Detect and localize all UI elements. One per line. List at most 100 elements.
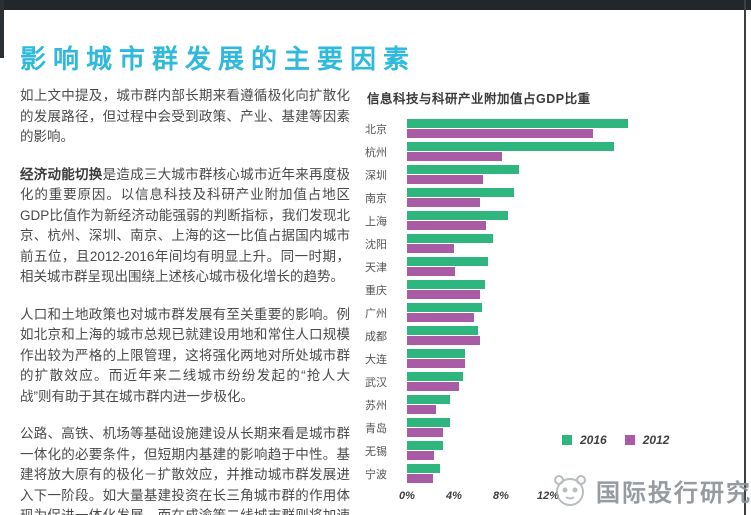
paragraph-text: 人口和土地政策也对城市群发展有至关重要的影响。例如北京和上海的城市总规已就建设用… xyxy=(20,306,350,404)
chart-row: 南京 xyxy=(365,186,743,209)
chart-row: 深圳 xyxy=(365,163,743,186)
category-label: 宁波 xyxy=(365,468,387,481)
bar-2012 xyxy=(407,451,435,460)
bar-2012 xyxy=(407,175,484,184)
bar-2016 xyxy=(407,211,509,220)
bar-group xyxy=(407,395,642,414)
page-title: 影响城市群发展的主要因素 xyxy=(20,44,417,75)
bar-group xyxy=(407,257,642,276)
bar-2012 xyxy=(407,405,437,414)
category-label: 天津 xyxy=(365,261,387,274)
bar-group xyxy=(407,372,642,391)
legend-item-2012: 2012 xyxy=(624,433,670,447)
bar-2016 xyxy=(407,257,489,266)
chart-legend: 2016 2012 xyxy=(562,433,669,447)
category-label: 青岛 xyxy=(365,422,387,435)
bar-2012 xyxy=(407,290,480,299)
paragraph: 如上文中提及，城市群内部长期来看遵循极化向扩散化的发展路径，但过程中会受到政策、… xyxy=(20,86,350,148)
chart-row: 重庆 xyxy=(365,278,743,301)
bar-group xyxy=(407,188,642,207)
chart-row: 苏州 xyxy=(365,393,743,416)
bar-2012 xyxy=(407,313,474,322)
x-axis-tick: 0% xyxy=(399,490,415,502)
bar-2016 xyxy=(407,165,519,174)
chart-row: 上海 xyxy=(365,209,743,232)
x-axis: 0% 4% 8% 12% xyxy=(399,490,642,505)
bar-2012 xyxy=(407,221,486,230)
top-black-bar xyxy=(0,0,751,10)
watermark: 国际投行研究报告 xyxy=(548,470,751,510)
paragraph-text: 如上文中提及，城市群内部长期来看遵循极化向扩散化的发展路径，但过程中会受到政策、… xyxy=(20,88,350,145)
chart-row: 天津 xyxy=(365,255,743,278)
legend-label-2012: 2012 xyxy=(642,433,670,447)
chart-row: 宁波 xyxy=(365,462,743,485)
x-axis-tick: 4% xyxy=(446,490,462,502)
chart-row: 武汉 xyxy=(365,370,743,393)
bar-group xyxy=(407,234,642,253)
panda-logo-icon xyxy=(554,475,586,506)
chart-row: 大连 xyxy=(365,347,743,370)
bar-2016 xyxy=(407,280,485,289)
bar-2016 xyxy=(407,119,628,128)
bar-2016 xyxy=(407,464,440,473)
bar-chart: 信息科技与科研产业附加值占GDP比重 北京 杭州 深圳 南京 上海 沈阳 天津 重庆 广州 成都大… xyxy=(365,86,743,515)
legend-swatch-2012 xyxy=(624,435,635,445)
page-edge-right xyxy=(744,0,746,515)
bar-2012 xyxy=(407,359,465,368)
bar-group xyxy=(407,211,642,230)
bar-2016 xyxy=(407,303,483,312)
category-label: 无锡 xyxy=(365,445,387,458)
bar-2016 xyxy=(407,395,451,404)
bar-2012 xyxy=(407,382,459,391)
chart-row: 成都 xyxy=(365,324,743,347)
x-axis-tick: 8% xyxy=(493,490,509,502)
bar-group xyxy=(407,418,642,437)
category-label: 重庆 xyxy=(365,284,387,297)
x-axis-tick: 12% xyxy=(536,490,560,502)
legend-item-2016: 2016 xyxy=(562,433,607,447)
bar-group xyxy=(407,142,642,161)
chart-title: 信息科技与科研产业附加值占GDP比重 xyxy=(367,92,591,106)
category-label: 南京 xyxy=(365,192,387,205)
bar-group xyxy=(407,119,642,138)
category-label: 苏州 xyxy=(365,399,387,412)
chart-row: 北京 xyxy=(365,117,743,140)
chart-row: 青岛 xyxy=(365,416,743,439)
bar-2012 xyxy=(407,152,503,161)
bar-2016 xyxy=(407,142,614,151)
category-label: 沈阳 xyxy=(365,238,387,251)
category-label: 成都 xyxy=(365,330,387,343)
bar-group xyxy=(407,303,642,322)
chart-rows: 北京 杭州 深圳 南京 上海 沈阳 天津 重庆 广州 成都 大连 武汉 苏州 青岛 无锡 宁波 xyxy=(365,117,743,485)
bar-2012 xyxy=(407,267,456,276)
watermark-text: 国际投行研究报告 xyxy=(596,479,751,507)
bar-2012 xyxy=(407,428,444,437)
category-label: 北京 xyxy=(365,123,387,136)
bar-group xyxy=(407,165,642,184)
paragraph: 公路、高铁、机场等基础设施建设从长期来看是城市群一体化的必要条件，但短期内基建的… xyxy=(20,424,350,515)
bar-group xyxy=(407,326,642,345)
bar-group xyxy=(407,441,642,460)
bar-2016 xyxy=(407,418,451,427)
article-text-column: 如上文中提及，城市群内部长期来看遵循极化向扩散化的发展路径，但过程中会受到政策、… xyxy=(20,86,350,515)
bar-group xyxy=(407,464,642,483)
paragraph-text: 公路、高铁、机场等基础设施建设从长期来看是城市群一体化的必要条件，但短期内基建的… xyxy=(20,426,350,515)
chart-row: 杭州 xyxy=(365,140,743,163)
bar-2016 xyxy=(407,188,514,197)
bar-group xyxy=(407,349,642,368)
bar-2012 xyxy=(407,336,480,345)
paragraph: 经济动能切换是造成三大城市群核心城市近年来再度极化的重要原因。以信息科技及科研产… xyxy=(20,165,350,288)
bar-2012 xyxy=(407,198,480,207)
category-label: 武汉 xyxy=(365,376,387,389)
paragraph: 人口和土地政策也对城市群发展有至关重要的影响。例如北京和上海的城市总规已就建设用… xyxy=(20,305,350,408)
page-edge-left xyxy=(0,0,4,58)
legend-swatch-2016 xyxy=(562,435,572,445)
category-label: 杭州 xyxy=(365,146,387,159)
legend-label-2016: 2016 xyxy=(580,433,607,447)
paragraph-lead: 经济动能切换 xyxy=(20,166,103,182)
bar-2016 xyxy=(407,349,465,358)
category-label: 大连 xyxy=(365,353,387,366)
bar-2012 xyxy=(407,474,433,483)
paragraph-text: 是造成三大城市群核心城市近年来再度极化的重要原因。以信息科技及科研产业附加值占地… xyxy=(20,166,351,285)
